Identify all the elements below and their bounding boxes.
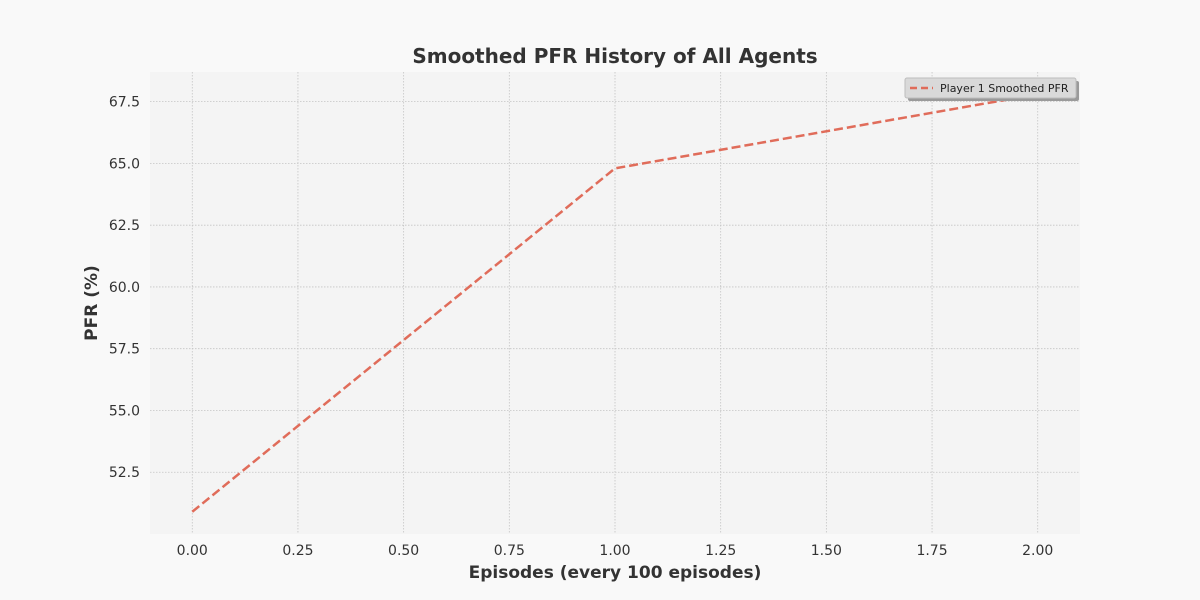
- y-tick-label: 67.5: [109, 95, 140, 111]
- y-tick-label: 60.0: [109, 280, 140, 296]
- x-tick-label: 1.75: [916, 543, 947, 559]
- x-tick-label: 0.00: [177, 543, 208, 559]
- x-tick-label: 0.25: [282, 543, 313, 559]
- y-tick-label: 62.5: [109, 218, 140, 234]
- x-tick-label: 0.50: [388, 543, 419, 559]
- grid: [150, 72, 1080, 534]
- x-tick-label: 1.50: [811, 543, 842, 559]
- tick-labels: 0.00 0.25 0.50 0.75 1.00 1.25 1.50 1.75 2.00 52.5…: [109, 95, 1053, 559]
- chart-title: Smoothed PFR History of All Agents: [412, 44, 817, 68]
- legend-box: [904, 77, 1077, 99]
- y-tick-label: 57.5: [109, 342, 140, 358]
- y-axis-label: PFR (%): [82, 265, 102, 341]
- legend: Player 1 Smoothed PFR: [904, 77, 1079, 101]
- x-tick-label: 0.75: [494, 543, 525, 559]
- x-tick-label: 2.00: [1022, 543, 1053, 559]
- y-tick-label: 55.0: [109, 403, 140, 419]
- x-tick-label: 1.25: [705, 543, 736, 559]
- legend-entry-label: Player 1 Smoothed PFR: [940, 82, 1069, 95]
- x-tick-label: 1.00: [599, 543, 630, 559]
- y-tick-label: 65.0: [109, 156, 140, 172]
- y-tick-label: 52.5: [109, 465, 140, 481]
- x-axis-label: Episodes (every 100 episodes): [469, 563, 762, 583]
